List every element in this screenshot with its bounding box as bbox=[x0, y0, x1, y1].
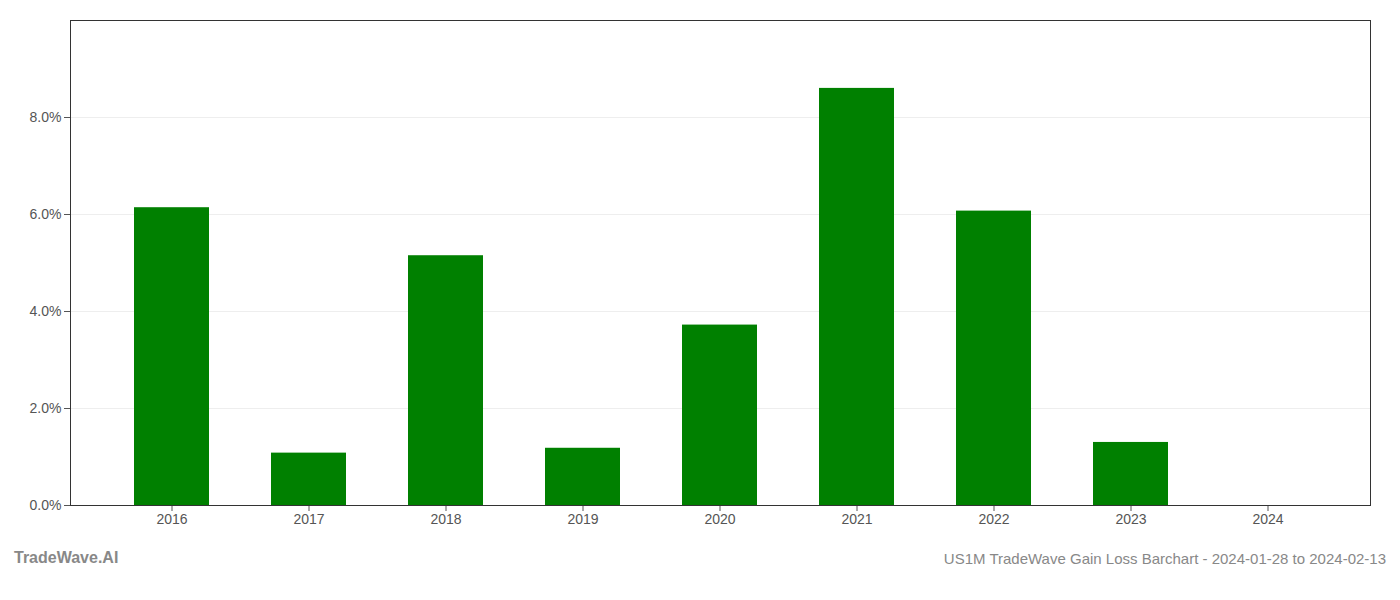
svg-text:2019: 2019 bbox=[567, 511, 598, 527]
svg-text:2024: 2024 bbox=[1252, 511, 1283, 527]
svg-text:2017: 2017 bbox=[293, 511, 324, 527]
html-text:US1M TradeWave Gain Loss Barch: US1M TradeWave Gain Loss Barchart - 2024… bbox=[943, 550, 1386, 567]
svg-text:2016: 2016 bbox=[156, 511, 187, 527]
svg-text:2021: 2021 bbox=[841, 511, 872, 527]
svg-text:4.0%: 4.0% bbox=[30, 303, 62, 319]
svg-text:2.0%: 2.0% bbox=[30, 400, 62, 416]
html-text:TradeWave.AI: TradeWave.AI bbox=[14, 549, 119, 566]
svg-text:2020: 2020 bbox=[704, 511, 735, 527]
svg-text:6.0%: 6.0% bbox=[30, 206, 62, 222]
svg-text:8.0%: 8.0% bbox=[30, 109, 62, 125]
svg-text:2023: 2023 bbox=[1115, 511, 1146, 527]
svg-text:2018: 2018 bbox=[430, 511, 461, 527]
svg-text:0.0%: 0.0% bbox=[30, 497, 62, 513]
svg-text:2022: 2022 bbox=[978, 511, 1009, 527]
